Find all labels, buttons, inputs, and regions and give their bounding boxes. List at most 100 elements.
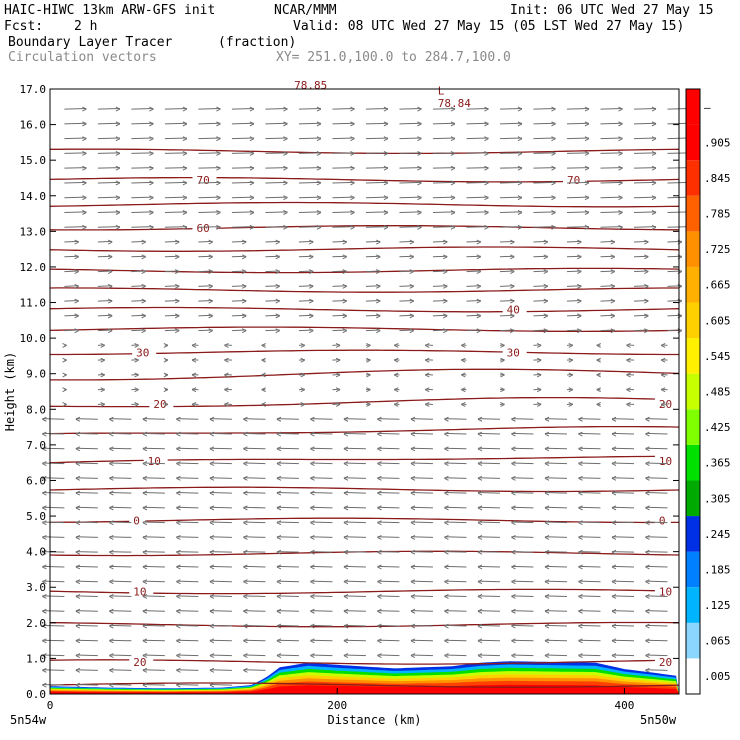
circulation-vector-head bbox=[335, 372, 341, 378]
circulation-vector bbox=[97, 300, 113, 302]
circulation-vector bbox=[64, 240, 79, 243]
circulation-vector bbox=[109, 624, 132, 627]
circulation-vector bbox=[399, 255, 414, 258]
circulation-vector-head bbox=[224, 402, 229, 407]
circulation-vector bbox=[276, 418, 299, 420]
colorbar-label-13: .785 bbox=[704, 208, 731, 221]
circulation-vector bbox=[131, 181, 154, 184]
contour-label-bg-19-1 bbox=[562, 173, 587, 185]
circulation-vector bbox=[645, 624, 668, 627]
circulation-vector bbox=[444, 551, 467, 553]
circulation-vector bbox=[310, 462, 333, 465]
circulation-vector-head bbox=[443, 239, 448, 245]
circulation-vector bbox=[75, 462, 98, 465]
y-tick-label: 7.0 bbox=[26, 439, 46, 452]
circulation-vector bbox=[544, 462, 567, 465]
circulation-vector bbox=[600, 226, 623, 228]
circulation-vector bbox=[365, 314, 381, 317]
circulation-vector-head bbox=[644, 269, 649, 275]
circulation-vector-head bbox=[249, 136, 255, 142]
circulation-vector bbox=[399, 181, 422, 184]
colorbar-label-1: .065 bbox=[704, 635, 731, 648]
circulation-vector bbox=[399, 226, 422, 228]
circulation-vector-head bbox=[443, 254, 448, 260]
circulation-vector bbox=[477, 462, 500, 465]
circulation-vector bbox=[499, 240, 515, 243]
circulation-vector-head bbox=[578, 505, 583, 511]
circulation-vector-head bbox=[500, 357, 505, 363]
circulation-vector bbox=[176, 565, 199, 568]
circulation-vector bbox=[544, 536, 567, 538]
circulation-vector bbox=[633, 196, 657, 199]
annotation-0: L bbox=[438, 84, 445, 97]
circulation-vector bbox=[432, 226, 455, 228]
circulation-vector-head bbox=[645, 461, 650, 467]
circulation-vector bbox=[377, 521, 400, 524]
circulation-vector bbox=[533, 196, 556, 199]
contour-label-5-0: 0 bbox=[133, 514, 140, 527]
circulation-vector bbox=[298, 137, 321, 140]
circulation-vector bbox=[578, 432, 601, 435]
circulation-vector-head bbox=[82, 136, 87, 142]
circulation-vector-head bbox=[243, 608, 248, 614]
circulation-vector bbox=[298, 329, 314, 332]
circulation-vector bbox=[466, 285, 481, 287]
circulation-vector bbox=[511, 565, 534, 568]
circulation-vector bbox=[566, 211, 589, 213]
circulation-vector bbox=[611, 477, 635, 479]
circulation-vector-head bbox=[377, 653, 382, 659]
circulation-vector bbox=[410, 580, 433, 583]
circulation-vector-head bbox=[176, 594, 181, 599]
circulation-vector-head bbox=[544, 549, 550, 555]
circulation-vector-head bbox=[276, 549, 282, 555]
circulation-vector-head bbox=[366, 402, 371, 407]
circulation-vector-head bbox=[243, 505, 248, 511]
circulation-vector-head bbox=[142, 461, 148, 467]
circulation-vector-head bbox=[243, 594, 248, 599]
circulation-vector-head bbox=[677, 254, 683, 260]
circulation-vector bbox=[499, 152, 522, 154]
circulation-vector-head bbox=[450, 106, 456, 112]
circulation-vector-head bbox=[75, 594, 81, 599]
circulation-vector bbox=[131, 270, 146, 273]
colorbar-label-14: .845 bbox=[704, 172, 731, 185]
circulation-vector-head bbox=[224, 387, 229, 393]
circulation-vector-head bbox=[74, 328, 79, 334]
colorbar-frame bbox=[685, 88, 701, 695]
circulation-vector bbox=[444, 580, 467, 583]
circulation-vector bbox=[131, 329, 146, 332]
annotation-1: 78.84 bbox=[438, 97, 471, 110]
org-label: NCAR/MMM bbox=[274, 3, 337, 18]
circulation-vector bbox=[176, 639, 199, 642]
circulation-vector-head bbox=[176, 608, 181, 614]
circulation-vector-head bbox=[241, 269, 247, 275]
circulation-vector-head bbox=[343, 653, 349, 659]
colorbar-swatch-8 bbox=[686, 373, 700, 410]
circulation-vector-head bbox=[517, 180, 523, 186]
circulation-vector bbox=[131, 167, 154, 169]
colorbar-swatch-4 bbox=[686, 516, 700, 552]
circulation-vector-head bbox=[511, 431, 516, 437]
circulation-vector-head bbox=[243, 534, 248, 540]
circulation-vector-head bbox=[410, 431, 416, 437]
circulation-vector-head bbox=[42, 564, 47, 570]
circulation-vector bbox=[142, 595, 165, 597]
circulation-vector-head bbox=[109, 667, 114, 673]
circulation-vector bbox=[231, 167, 254, 169]
circulation-vector-head bbox=[276, 564, 282, 570]
circulation-vector-head bbox=[626, 387, 631, 393]
circulation-vector bbox=[109, 595, 132, 597]
circulation-vector bbox=[142, 447, 165, 450]
circulation-vector bbox=[611, 639, 635, 642]
circulation-vector bbox=[343, 432, 366, 435]
circulation-vector bbox=[399, 285, 414, 287]
circulation-vector-head bbox=[208, 313, 213, 319]
circulation-vector bbox=[611, 462, 635, 465]
circulation-vector bbox=[97, 137, 120, 140]
circulation-vector bbox=[265, 152, 288, 154]
circulation-vector-head bbox=[517, 210, 523, 215]
circulation-vector bbox=[410, 565, 433, 568]
circulation-vector bbox=[432, 314, 448, 317]
circulation-vector-head bbox=[611, 623, 617, 629]
circulation-vector-head bbox=[142, 682, 148, 688]
